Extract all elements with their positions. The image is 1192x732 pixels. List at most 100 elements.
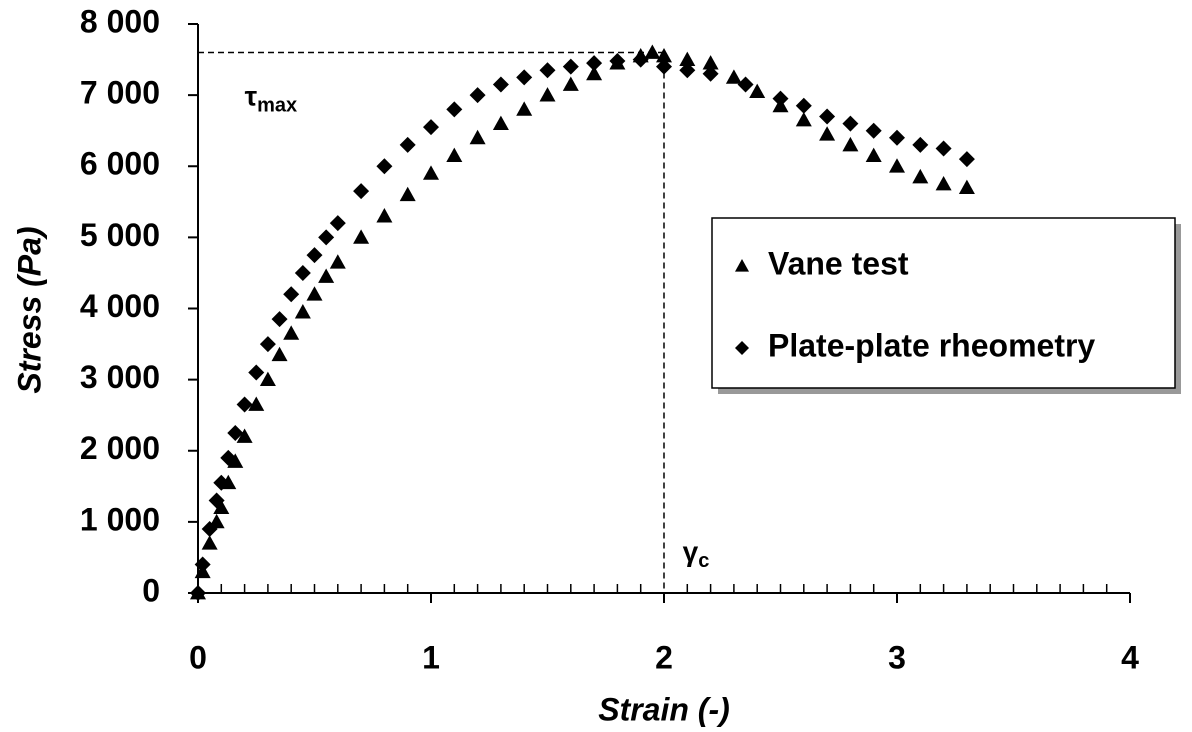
data-point	[213, 474, 230, 491]
data-point	[539, 62, 556, 79]
data-point	[306, 286, 323, 301]
data-point	[329, 215, 346, 232]
data-point	[912, 168, 929, 184]
data-point	[248, 396, 265, 411]
data-point	[423, 165, 439, 180]
data-point	[399, 136, 416, 153]
data-point	[679, 62, 696, 79]
data-point	[283, 286, 300, 303]
data-point	[749, 83, 766, 98]
legend-marker	[735, 341, 749, 355]
data-point	[656, 48, 672, 63]
data-point	[213, 499, 230, 515]
data-point	[236, 428, 253, 443]
annotation-symbol: τ	[245, 81, 258, 112]
annotation: γc	[683, 536, 710, 572]
data-point	[679, 51, 696, 66]
data-point	[935, 176, 952, 191]
y-tick-label: 3 000	[80, 359, 160, 395]
data-point	[889, 129, 905, 146]
data-point	[283, 325, 300, 340]
data-point	[208, 492, 225, 509]
x-tick-label: 1	[422, 639, 440, 675]
data-point	[248, 364, 265, 381]
data-point	[318, 268, 335, 283]
data-point	[446, 101, 463, 118]
y-tick-label: 2 000	[80, 430, 160, 466]
data-point	[539, 87, 556, 102]
x-tick-label: 4	[1121, 639, 1139, 675]
legend-box	[711, 217, 1176, 389]
data-point	[842, 115, 859, 132]
data-point	[353, 183, 370, 200]
x-tick-label: 2	[655, 639, 673, 675]
data-point	[259, 371, 276, 387]
data-point	[446, 147, 463, 162]
data-point	[376, 158, 393, 175]
y-tick-label: 1 000	[80, 501, 160, 537]
data-point	[737, 76, 754, 93]
data-point	[819, 108, 836, 125]
y-tick-label: 8 000	[80, 3, 160, 39]
data-point	[656, 58, 672, 75]
legend-label: Vane test	[768, 245, 909, 281]
data-point	[958, 151, 975, 168]
data-point	[190, 585, 206, 601]
annotation-symbol: γ	[683, 536, 699, 567]
x-tick-label: 0	[189, 639, 207, 675]
y-tick-label: 4 000	[80, 288, 160, 324]
data-point	[958, 179, 975, 194]
x-axis-label: Strain (-)	[598, 691, 730, 727]
data-point	[294, 264, 311, 281]
data-point	[376, 208, 393, 223]
data-point	[702, 55, 719, 70]
data-point	[236, 396, 253, 413]
y-tick-label: 7 000	[80, 75, 160, 111]
y-axis-label: Stress (Pa)	[11, 226, 47, 393]
data-point	[194, 556, 211, 573]
data-point	[889, 158, 905, 173]
data-point	[469, 129, 486, 145]
data-point	[586, 65, 603, 81]
data-point	[516, 101, 533, 116]
data-point	[562, 58, 579, 75]
data-point	[329, 254, 346, 269]
data-point	[795, 112, 812, 127]
data-point	[795, 97, 812, 114]
data-point	[935, 140, 952, 157]
data-point	[644, 44, 661, 59]
data-point	[912, 136, 929, 153]
data-point	[318, 229, 335, 246]
annotation-subscript: max	[257, 95, 297, 117]
data-point	[353, 229, 370, 244]
data-point	[562, 76, 579, 91]
data-point	[632, 51, 649, 68]
data-point	[201, 535, 218, 550]
data-point	[271, 311, 288, 328]
data-point	[469, 87, 486, 104]
data-point	[492, 76, 509, 93]
y-tick-label: 6 000	[80, 146, 160, 182]
x-tick-label: 3	[888, 639, 906, 675]
data-point	[586, 55, 603, 72]
data-point	[609, 52, 626, 69]
data-point	[423, 119, 439, 136]
legend-label: Plate-plate rheometry	[768, 327, 1095, 363]
data-point	[306, 247, 323, 264]
data-point	[725, 69, 742, 84]
data-point	[220, 449, 237, 466]
data-point	[702, 65, 719, 82]
data-point	[492, 115, 509, 130]
y-tick-label: 5 000	[80, 217, 160, 253]
data-point	[772, 90, 789, 107]
data-point	[865, 147, 882, 162]
legend: Vane test Plate-plate rheometry	[711, 217, 1181, 394]
data-point	[865, 122, 882, 139]
data-point	[819, 126, 836, 141]
legend-marker	[735, 259, 749, 272]
data-point	[399, 186, 416, 202]
data-point	[227, 424, 244, 441]
y-tick-label: 0	[142, 572, 160, 608]
data-point	[227, 453, 244, 468]
